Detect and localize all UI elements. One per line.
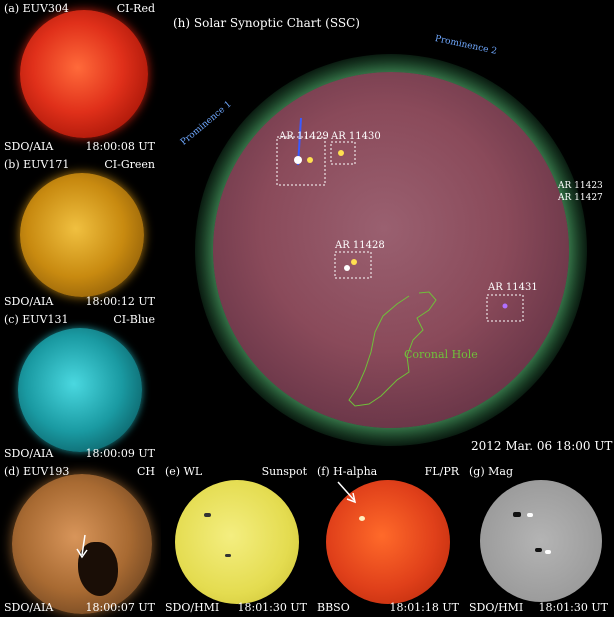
panel-label: (d) EUV193 (4, 465, 70, 478)
panel-time: 18:00:07 UT (85, 601, 155, 614)
sun-disk-halpha (326, 480, 450, 604)
ar-spot (307, 157, 313, 163)
panel-source: SDO/AIA (4, 140, 54, 153)
panel-ssc: (h) Solar Synoptic Chart (SSC) 2012 Mar.… (161, 0, 614, 462)
sunspot (225, 554, 231, 557)
panel-euv171: (b) EUV171 CI-Green SDO/AIA 18:00:12 UT (0, 155, 161, 310)
ar-label-11427: AR 11427 (558, 193, 603, 203)
panel-euv304: (a) EUV304 CI-Red SDO/AIA 18:00:08 UT (0, 0, 161, 155)
sun-disk-euv171 (20, 173, 144, 297)
panel-label: (a) EUV304 (4, 2, 69, 15)
panel-source: SDO/HMI (469, 601, 524, 614)
panel-time: 18:01:30 UT (237, 601, 307, 614)
panel-tag: CI-Green (104, 158, 155, 171)
panel-label: (g) Mag (469, 465, 513, 478)
ar-label-11428: AR 11428 (335, 240, 385, 251)
panel-tag: CI-Red (116, 2, 155, 15)
panel-time: 18:00:12 UT (85, 295, 155, 308)
panel-halpha: (f) H-alpha FL/PR BBSO 18:01:18 UT (313, 462, 465, 617)
ar-spot (502, 303, 508, 309)
magnetic-polarity-spot (545, 550, 551, 554)
coronal-hole-dark-region (78, 542, 118, 596)
panel-source: SDO/HMI (165, 601, 220, 614)
ar-11428-box (334, 251, 372, 279)
panel-source: SDO/AIA (4, 447, 54, 460)
panel-euv131: (c) EUV131 CI-Blue SDO/AIA 18:00:09 UT (0, 310, 161, 462)
ar-spot (294, 156, 302, 164)
ar-spot (344, 265, 350, 271)
ssc-overlay (276, 117, 524, 407)
ar-spot (338, 150, 344, 156)
arrow-icon (337, 481, 357, 504)
arrow-icon (76, 534, 88, 559)
panel-tag: CH (136, 465, 155, 478)
sun-disk-euv304 (20, 10, 148, 138)
ar-label-11430: AR 11430 (331, 131, 381, 142)
coronal-hole-contour (348, 291, 437, 407)
sun-disk-mag (480, 480, 602, 602)
sunspot (204, 513, 211, 517)
ar-11430-box (330, 141, 356, 165)
panel-source: SDO/AIA (4, 601, 54, 614)
ar-11431-box (486, 294, 524, 322)
magnetic-polarity-spot (535, 548, 542, 552)
ssc-date: 2012 Mar. 06 18:00 UT (471, 439, 613, 453)
ar-label-11423: AR 11423 (558, 181, 603, 191)
panel-tag: Sunspot (261, 465, 307, 478)
panel-source: BBSO (317, 601, 350, 614)
panel-label: (f) H-alpha (317, 465, 378, 478)
panel-label: (b) EUV171 (4, 158, 70, 171)
panel-euv193: (d) EUV193 CH SDO/AIA 18:00:07 UT (0, 462, 161, 617)
sun-disk-wl (175, 480, 299, 604)
magnetic-polarity-spot (513, 512, 521, 517)
panel-wl: (e) WL Sunspot SDO/HMI 18:01:30 UT (161, 462, 313, 617)
sun-disk-euv131 (18, 328, 142, 452)
ar-label-11431: AR 11431 (488, 282, 538, 293)
ssc-title: (h) Solar Synoptic Chart (SSC) (173, 16, 360, 30)
panel-tag: FL/PR (424, 465, 459, 478)
sun-disk-euv193 (12, 474, 152, 614)
panel-mag: (g) Mag SDO/HMI 18:01:30 UT (465, 462, 614, 617)
ar-label-11429: AR 11429 (279, 131, 329, 142)
panel-label: (c) EUV131 (4, 313, 69, 326)
coronal-hole-label: Coronal Hole (404, 348, 478, 361)
ssc-sun-disk (213, 72, 569, 428)
ar-11429-box (276, 136, 326, 186)
panel-label: (e) WL (165, 465, 203, 478)
ar-spot (351, 259, 357, 265)
panel-time: 18:00:08 UT (85, 140, 155, 153)
panel-time: 18:01:18 UT (389, 601, 459, 614)
magnetic-polarity-spot (527, 513, 533, 517)
panel-tag: CI-Blue (113, 313, 155, 326)
panel-time: 18:01:30 UT (538, 601, 608, 614)
panel-source: SDO/AIA (4, 295, 54, 308)
panel-time: 18:00:09 UT (85, 447, 155, 460)
flare-spot (359, 516, 365, 521)
